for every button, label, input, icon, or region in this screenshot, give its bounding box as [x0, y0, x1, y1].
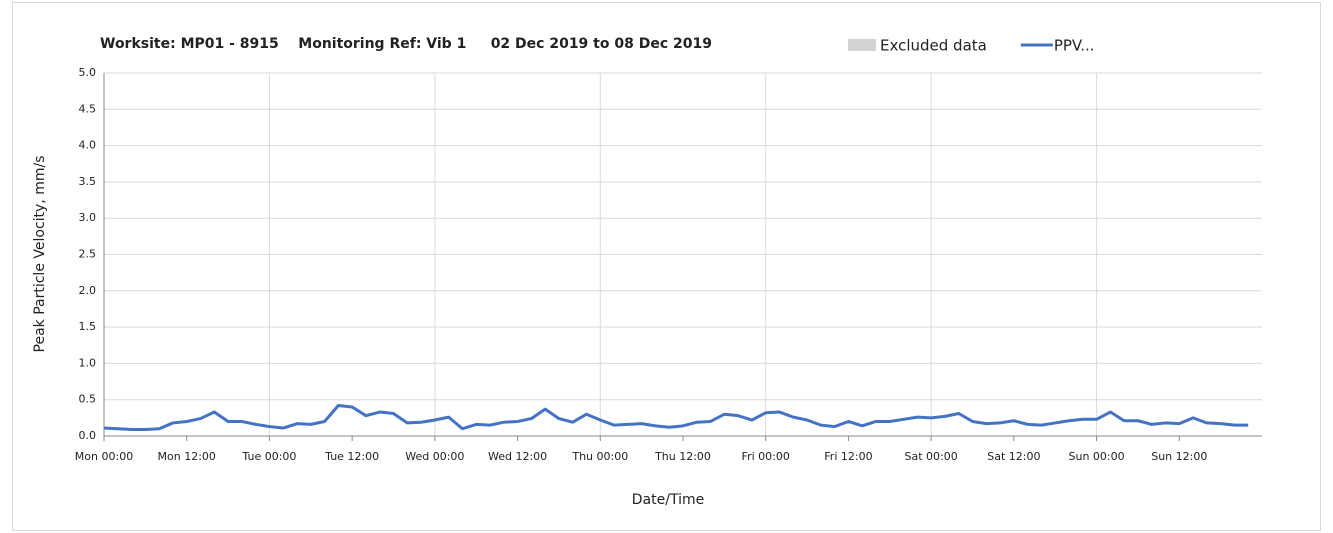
chart-title: Worksite: MP01 - 8915 Monitoring Ref: Vi…: [100, 36, 712, 52]
x-tick-label: Sat 12:00: [987, 450, 1040, 463]
chart-frame: [12, 2, 1321, 531]
x-tick-label: Tue 00:00: [241, 450, 296, 463]
x-tick-label: Sun 00:00: [1069, 450, 1125, 463]
legend-label: PPV...: [1054, 37, 1095, 55]
x-tick-label: Fri 00:00: [742, 450, 790, 463]
y-tick-label: 4.5: [79, 102, 97, 115]
x-axis-label: Date/Time: [632, 492, 704, 508]
x-tick-label: Thu 00:00: [571, 450, 628, 463]
x-tick-label: Thu 12:00: [654, 450, 711, 463]
x-tick-label: Mon 12:00: [158, 450, 216, 463]
y-tick-label: 0.5: [79, 393, 97, 406]
x-tick-label: Sat 00:00: [905, 450, 958, 463]
legend-swatch: [848, 39, 876, 51]
y-tick-label: 3.0: [79, 211, 97, 224]
y-tick-label: 4.0: [79, 139, 97, 152]
y-tick-label: 5.0: [79, 66, 97, 79]
y-tick-label: 1.0: [79, 356, 97, 369]
x-tick-label: Sun 12:00: [1151, 450, 1207, 463]
data-line: [103, 404, 1249, 431]
y-tick-label: 1.5: [79, 320, 97, 333]
y-tick-label: 2.0: [79, 284, 97, 297]
x-tick-label: Wed 00:00: [405, 450, 464, 463]
y-tick-label: 2.5: [79, 248, 97, 261]
x-tick-label: Mon 00:00: [75, 450, 133, 463]
x-tick-label: Tue 12:00: [324, 450, 379, 463]
x-tick-label: Fri 12:00: [824, 450, 872, 463]
y-axis-label: Peak Particle Velocity, mm/s: [32, 156, 48, 353]
y-tick-label: 0.0: [79, 429, 97, 442]
x-tick-label: Wed 12:00: [488, 450, 547, 463]
legend-label: Excluded data: [880, 37, 987, 55]
y-tick-label: 3.5: [79, 175, 97, 188]
